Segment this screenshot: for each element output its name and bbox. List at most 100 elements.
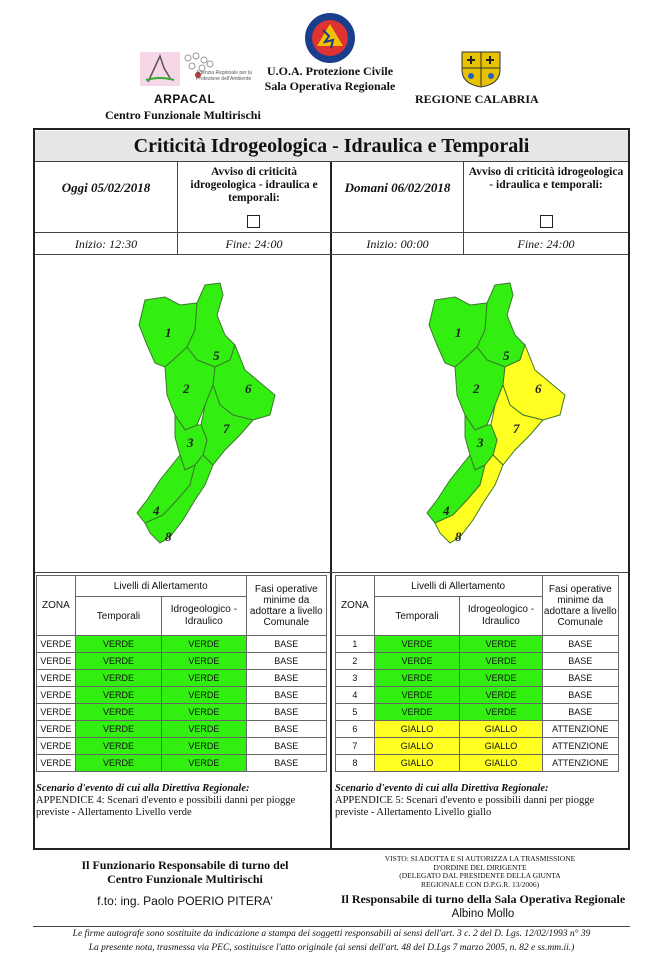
- tomorrow-date: Domani 06/02/2018: [344, 180, 451, 195]
- cell-zona: 4: [335, 686, 375, 704]
- tomorrow-avviso-checkbox[interactable]: [540, 215, 553, 228]
- today-date: Oggi 05/02/2018: [61, 180, 151, 195]
- bulletin-frame: [33, 128, 630, 850]
- table-row: 3 VERDE VERDE BASE: [335, 669, 620, 687]
- visto-block: VISTO: SI ADOTTA E SI AUTORIZZA LA TRASM…: [360, 854, 600, 889]
- today-avviso-checkbox[interactable]: [247, 215, 260, 228]
- idro-header: Idrogeologico - Idraulico: [459, 596, 543, 636]
- tomorrow-inizio: Inizio: 00:00: [366, 237, 429, 251]
- cell-zona: VERDE: [36, 669, 76, 687]
- tomorrow-zone-label-1: 1: [455, 325, 462, 340]
- scenario-text: APPENDICE 5: Scenari d'evento e possibil…: [335, 795, 595, 818]
- left-signature-name: f.to: ing. Paolo POERIO PITERA': [97, 894, 273, 908]
- today-zone-label-3: 3: [186, 435, 194, 450]
- livelli-header: Livelli di Allertamento: [373, 575, 543, 597]
- divider: [35, 572, 628, 573]
- cell-zona: 5: [335, 703, 375, 721]
- cell-temp: VERDE: [373, 669, 461, 687]
- tomorrow-scenario: Scenario d'evento di cui alla Direttiva …: [335, 783, 625, 819]
- table-row: 5 VERDE VERDE BASE: [335, 703, 620, 721]
- cell-idro: VERDE: [161, 635, 247, 653]
- scenario-label: Scenario d'evento di cui alla Direttiva …: [335, 783, 549, 794]
- cell-temp: GIALLO: [373, 737, 461, 755]
- cell-fase: BASE: [245, 737, 328, 755]
- cell-temp: VERDE: [74, 754, 163, 772]
- cell-fase: BASE: [245, 720, 328, 738]
- cell-idro: VERDE: [161, 737, 247, 755]
- cell-fase: BASE: [245, 686, 328, 704]
- visto-line: (DELEGATO DAL PRESIDENTE DELLA GIUNTA: [399, 871, 561, 880]
- tomorrow-zone-label-6: 6: [535, 381, 542, 396]
- fasi-header: Fasi operative minime da adottare a live…: [541, 575, 620, 636]
- table-row: 1 VERDE VERDE BASE: [335, 635, 620, 653]
- today-zone-label-5: 5: [213, 348, 220, 363]
- footer-divider: [33, 926, 630, 927]
- cell-fase: ATTENZIONE: [541, 737, 620, 755]
- tomorrow-zone-label-5: 5: [503, 348, 510, 363]
- today-fine: Fine: 24:00: [225, 237, 283, 251]
- cell-idro: VERDE: [459, 669, 543, 687]
- visto-line: D'ORDINE DEL DIRIGENTE: [433, 862, 527, 872]
- zona-header: ZONA: [36, 575, 76, 636]
- zona-header: ZONA: [335, 575, 375, 636]
- cell-idro: VERDE: [161, 686, 247, 704]
- cell-temp: GIALLO: [373, 754, 461, 772]
- cell-fase: BASE: [245, 703, 328, 721]
- table-row: VERDE VERDE VERDE BASE: [36, 669, 328, 687]
- table-row: VERDE VERDE VERDE BASE: [36, 652, 328, 670]
- today-zone-8: [144, 454, 214, 544]
- today-calabria-map: 1 2 3 4 5 6 7 8: [136, 282, 276, 544]
- visto-line: REGIONALE CON D.P.G.R. 13/2006): [420, 879, 540, 889]
- tomorrow-zone-8: [434, 454, 504, 544]
- divider: [177, 161, 178, 254]
- cell-fase: BASE: [541, 686, 620, 704]
- table-row: VERDE VERDE VERDE BASE: [36, 703, 328, 721]
- arpacal-logo: [140, 52, 214, 86]
- today-avviso-label: Avviso di criticità idrogeologica - idra…: [190, 166, 318, 204]
- cell-temp: VERDE: [373, 686, 461, 704]
- cell-zona: 6: [335, 720, 375, 738]
- today-zone-label-7: 7: [223, 421, 230, 436]
- arpacal-name: ARPACAL: [154, 92, 216, 106]
- table-row: 7 GIALLO GIALLO ATTENZIONE: [335, 737, 620, 755]
- cell-temp: VERDE: [74, 703, 163, 721]
- table-row: 6 GIALLO GIALLO ATTENZIONE: [335, 720, 620, 738]
- cell-temp: GIALLO: [373, 720, 461, 738]
- table-row: VERDE VERDE VERDE BASE: [36, 720, 328, 738]
- tomorrow-zone-label-7: 7: [513, 421, 520, 436]
- divider: [463, 161, 464, 254]
- cell-idro: VERDE: [459, 635, 543, 653]
- table-row: 8 GIALLO GIALLO ATTENZIONE: [335, 754, 620, 772]
- cell-idro: VERDE: [161, 703, 247, 721]
- table-row: 4 VERDE VERDE BASE: [335, 686, 620, 704]
- tomorrow-zone-label-4: 4: [442, 503, 450, 518]
- cell-temp: VERDE: [74, 737, 163, 755]
- cell-fase: BASE: [245, 635, 328, 653]
- idro-header: Idrogeologico - Idraulico: [161, 596, 247, 636]
- today-zone-label-6: 6: [245, 381, 252, 396]
- cell-fase: BASE: [541, 635, 620, 653]
- visto-line: VISTO: SI ADOTTA E SI AUTORIZZA LA TRASM…: [384, 854, 576, 863]
- cell-idro: VERDE: [161, 754, 247, 772]
- today-zone-label-4: 4: [152, 503, 160, 518]
- cell-temp: VERDE: [373, 652, 461, 670]
- cell-idro: GIALLO: [459, 737, 543, 755]
- sala-operativa-label: Sala Operativa Regionale: [264, 79, 396, 93]
- center-divider: [330, 161, 332, 849]
- table-row: VERDE VERDE VERDE BASE: [36, 686, 328, 704]
- cell-zona: 2: [335, 652, 375, 670]
- today-alert-table: ZONA Livelli di Allertamento Fasi operat…: [36, 575, 328, 772]
- cell-idro: GIALLO: [459, 720, 543, 738]
- cell-zona: 8: [335, 754, 375, 772]
- table-row: VERDE VERDE VERDE BASE: [36, 737, 328, 755]
- cell-temp: VERDE: [74, 686, 163, 704]
- divider: [35, 254, 628, 255]
- cell-zona: 7: [335, 737, 375, 755]
- cell-idro: VERDE: [161, 669, 247, 687]
- cell-temp: VERDE: [74, 669, 163, 687]
- divider: [35, 232, 628, 233]
- footer-line-1: Le firme autografe sono sostituite da in…: [72, 929, 591, 939]
- cell-temp: VERDE: [373, 703, 461, 721]
- temporali-header: Temporali: [74, 596, 163, 636]
- tomorrow-calabria-map: 1 2 3 4 5 6 7 8: [426, 282, 566, 544]
